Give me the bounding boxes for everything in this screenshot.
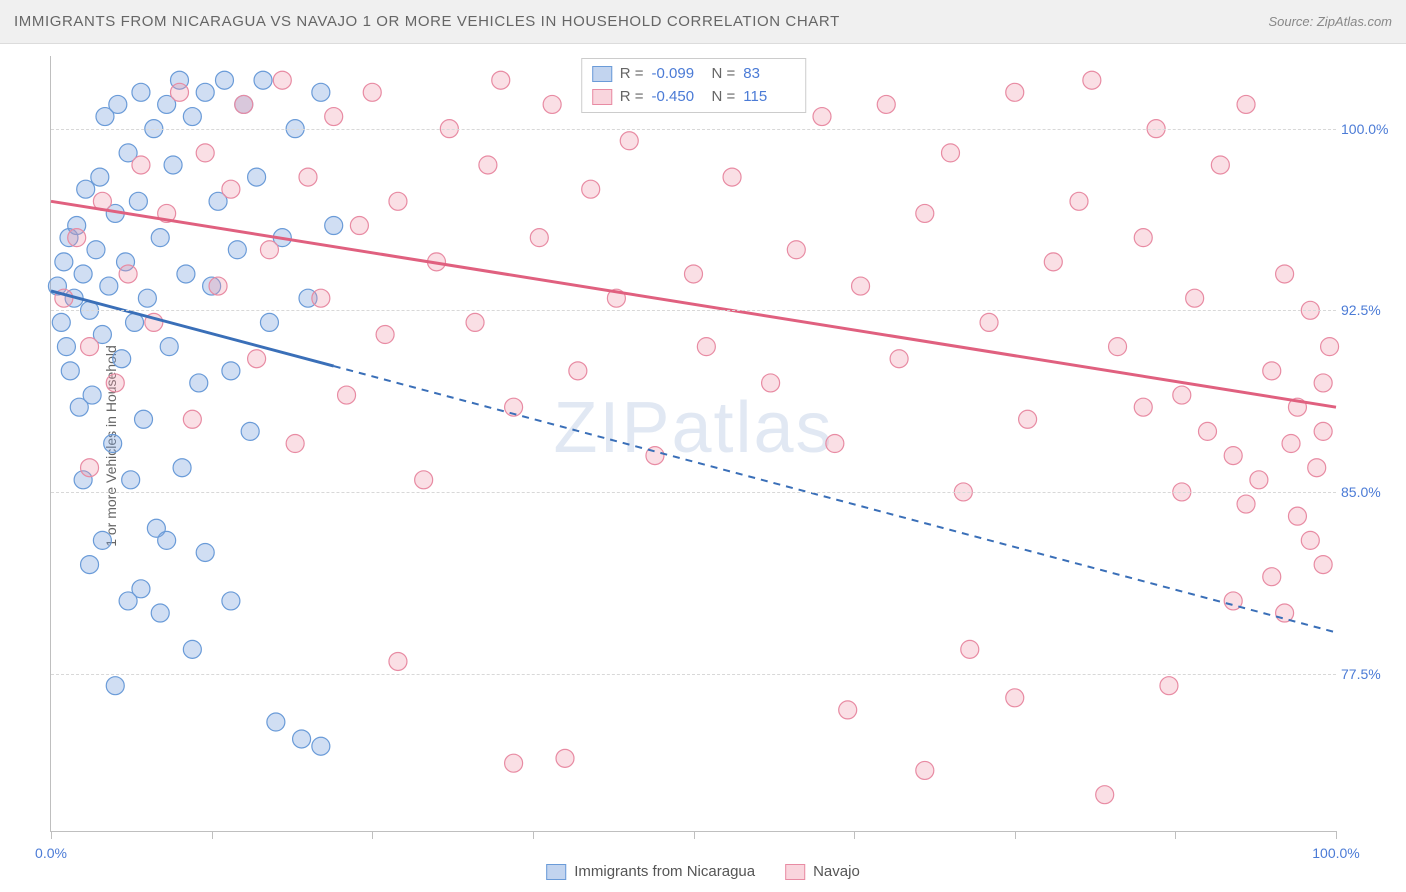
chart-svg [51,56,1336,831]
stat-n-val-0: 83 [743,63,795,86]
legend-stats: R = -0.099 N = 83 R = -0.450 N = 115 [581,58,807,113]
swatch-nicaragua [592,66,612,82]
legend-label-0: Immigrants from Nicaragua [574,863,755,880]
stat-r-val-1: -0.450 [652,86,704,109]
legend-label-1: Navajo [813,863,860,880]
source-label: Source: ZipAtlas.com [1268,14,1392,29]
legend-bottom: Immigrants from Nicaragua Navajo [546,863,860,880]
legend-item-0: Immigrants from Nicaragua [546,863,755,880]
legend-swatch-1 [785,864,805,880]
stat-n-val-1: 115 [743,86,795,109]
chart-title: IMMIGRANTS FROM NICARAGUA VS NAVAJO 1 OR… [14,13,840,30]
legend-stats-row-0: R = -0.099 N = 83 [592,63,796,86]
title-bar: IMMIGRANTS FROM NICARAGUA VS NAVAJO 1 OR… [0,0,1406,44]
swatch-navajo [592,89,612,105]
plot-area: ZIPatlas R = -0.099 N = 83 R = -0.450 N … [50,56,1336,832]
legend-swatch-0 [546,864,566,880]
legend-stats-row-1: R = -0.450 N = 115 [592,86,796,109]
stat-n-label-1: N = [712,86,736,109]
stat-r-label-1: R = [620,86,644,109]
legend-item-1: Navajo [785,863,860,880]
stat-r-label-0: R = [620,63,644,86]
stat-r-val-0: -0.099 [652,63,704,86]
stat-n-label-0: N = [712,63,736,86]
